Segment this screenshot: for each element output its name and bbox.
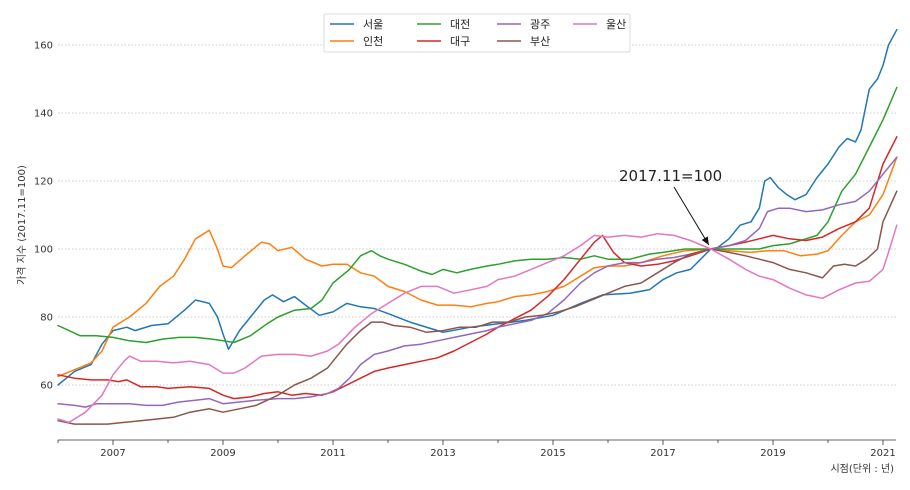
legend-label: 대구 [450, 35, 470, 48]
x-tick-label: 2011 [320, 448, 345, 459]
legend-label: 부산 [530, 35, 550, 48]
x-tick-label: 2013 [430, 448, 455, 459]
series-line-6 [57, 190, 898, 425]
series-lines [57, 28, 898, 425]
axes: 60 80 100 120 140 160 2007 2009 2011 2013 2015 2017… [34, 41, 896, 459]
annotation: 2017.11=100 [619, 167, 722, 246]
x-tick-label: 2007 [100, 448, 125, 459]
series-line-3 [57, 86, 898, 344]
y-tick-label: 160 [34, 41, 53, 52]
y-tick-label: 120 [34, 177, 53, 188]
annotation-arrow-line [673, 186, 710, 246]
y-tick-label: 140 [34, 109, 53, 120]
legend-label: 울산 [606, 18, 626, 31]
legend-label: 광주 [530, 18, 550, 31]
y-axis-title: 가격 지수 (2017.11=100) [15, 165, 28, 285]
x-tick-label: 2017 [650, 448, 675, 459]
y-tick-label: 80 [40, 313, 53, 324]
legend-box [323, 13, 631, 53]
x-tick-label: 2019 [760, 448, 785, 459]
series-line-4 [57, 136, 898, 400]
x-tick-label: 2021 [870, 448, 895, 459]
y-tick-label: 100 [34, 245, 53, 256]
gridlines [58, 44, 896, 386]
series-line-2 [57, 156, 898, 378]
x-axis-title: 시점(단위 : 년) [830, 462, 894, 475]
annotation-arrow-head [701, 236, 709, 245]
x-tick-label: 2015 [540, 448, 565, 459]
y-tick-label: 60 [40, 381, 53, 392]
x-tick-label: 2009 [210, 448, 235, 459]
legend-label: 서울 [363, 18, 383, 31]
series-line-7 [57, 224, 898, 424]
series-line-5 [57, 156, 898, 408]
annotation-text: 2017.11=100 [619, 167, 722, 185]
legend-label: 인천 [363, 34, 383, 48]
series-line-1 [57, 28, 898, 386]
legend-label: 대전 [450, 18, 470, 31]
